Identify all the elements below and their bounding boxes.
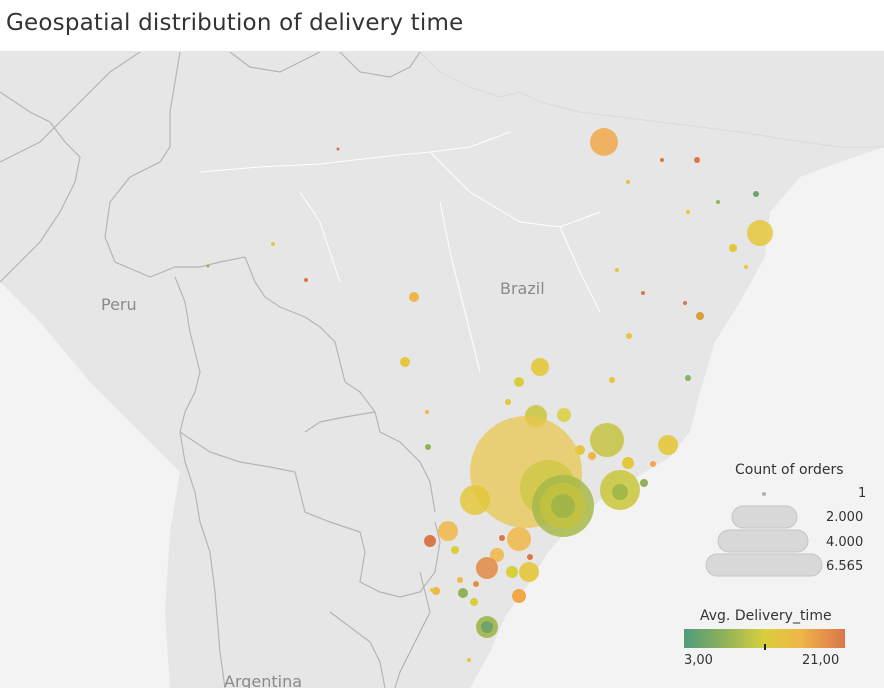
bubble[interactable] bbox=[590, 128, 618, 156]
bubble[interactable] bbox=[430, 588, 434, 592]
bubble[interactable] bbox=[716, 200, 720, 204]
bubble[interactable] bbox=[432, 587, 440, 595]
bubble[interactable] bbox=[685, 375, 691, 381]
bubble[interactable] bbox=[658, 435, 678, 455]
bubble[interactable] bbox=[615, 268, 619, 272]
color-legend-max: 21,00 bbox=[802, 653, 840, 668]
bubble[interactable] bbox=[514, 377, 524, 387]
bubble[interactable] bbox=[650, 461, 656, 467]
bubble[interactable] bbox=[622, 457, 634, 469]
bubble[interactable] bbox=[641, 291, 645, 295]
bubble[interactable] bbox=[476, 557, 498, 579]
bubble[interactable] bbox=[683, 301, 687, 305]
bubble[interactable] bbox=[747, 220, 773, 246]
bubble[interactable] bbox=[557, 408, 571, 422]
bubble[interactable] bbox=[506, 566, 518, 578]
size-legend-value: 6.565 bbox=[826, 559, 864, 574]
country-label-argentina: Argentina bbox=[224, 672, 303, 688]
bubble[interactable] bbox=[626, 180, 630, 184]
bubble[interactable] bbox=[753, 191, 759, 197]
bubble[interactable] bbox=[686, 210, 690, 214]
color-gradient-bar bbox=[684, 629, 845, 648]
bubble[interactable] bbox=[744, 265, 748, 269]
bubble[interactable] bbox=[467, 658, 471, 662]
bubble[interactable] bbox=[473, 581, 479, 587]
bubble[interactable] bbox=[590, 423, 624, 457]
bubble[interactable] bbox=[505, 399, 511, 405]
size-legend-value: 2.000 bbox=[826, 510, 864, 525]
bubble[interactable] bbox=[451, 546, 459, 554]
bubble[interactable] bbox=[519, 562, 539, 582]
bubble[interactable] bbox=[460, 485, 490, 515]
color-legend: Avg. Delivery_time 3,00 21,00 bbox=[684, 608, 854, 678]
bubble[interactable] bbox=[490, 548, 504, 562]
bubble[interactable] bbox=[609, 377, 615, 383]
size-legend: Count of orders 1 2.000 4.000 6.565 bbox=[700, 462, 884, 582]
bubble[interactable] bbox=[457, 577, 463, 583]
bubble[interactable] bbox=[612, 484, 628, 500]
bubble[interactable] bbox=[531, 358, 549, 376]
country-label-peru: Peru bbox=[101, 295, 137, 314]
size-legend-marker-2000 bbox=[731, 505, 798, 529]
size-legend-value: 4.000 bbox=[826, 535, 864, 550]
bubble[interactable] bbox=[336, 147, 340, 151]
map-canvas bbox=[0, 52, 884, 688]
order-bubbles[interactable] bbox=[206, 128, 774, 662]
color-gradient-tick bbox=[764, 644, 766, 650]
size-legend-marker-4000 bbox=[717, 529, 809, 553]
size-legend-value: 1 bbox=[858, 486, 867, 501]
bubble[interactable] bbox=[481, 621, 493, 633]
bubble[interactable] bbox=[626, 333, 632, 339]
bubble[interactable] bbox=[551, 494, 575, 518]
bubble[interactable] bbox=[696, 312, 704, 320]
size-legend-title: Count of orders bbox=[735, 462, 844, 478]
country-label-brazil: Brazil bbox=[500, 279, 545, 298]
rivers bbox=[199, 131, 601, 373]
size-legend-marker-6565 bbox=[705, 553, 823, 577]
bubble[interactable] bbox=[640, 479, 648, 487]
bubble[interactable] bbox=[271, 242, 275, 246]
color-legend-min: 3,00 bbox=[684, 653, 713, 668]
bubble[interactable] bbox=[304, 278, 308, 282]
bubble[interactable] bbox=[527, 554, 533, 560]
bubble[interactable] bbox=[425, 444, 431, 450]
bubble[interactable] bbox=[512, 589, 526, 603]
bubble[interactable] bbox=[588, 452, 596, 460]
bubble[interactable] bbox=[660, 158, 664, 162]
bubble[interactable] bbox=[424, 535, 436, 547]
bubble[interactable] bbox=[499, 535, 505, 541]
bubble[interactable] bbox=[694, 157, 700, 163]
bubble[interactable] bbox=[438, 521, 458, 541]
bubble[interactable] bbox=[425, 410, 429, 414]
country-borders bbox=[0, 52, 441, 688]
size-legend-shapes bbox=[705, 492, 823, 577]
title-divider bbox=[0, 51, 884, 52]
bubble[interactable] bbox=[470, 598, 478, 606]
south-america-landmass bbox=[0, 52, 884, 688]
bubble[interactable] bbox=[400, 357, 410, 367]
bubble[interactable] bbox=[575, 445, 585, 455]
page-title: Geospatial distribution of delivery time bbox=[6, 10, 464, 36]
bubble[interactable] bbox=[507, 527, 531, 551]
color-legend-title: Avg. Delivery_time bbox=[700, 608, 832, 624]
bubble[interactable] bbox=[409, 292, 419, 302]
size-legend-marker-1 bbox=[762, 492, 766, 496]
bubble[interactable] bbox=[206, 264, 210, 268]
bubble[interactable] bbox=[729, 244, 737, 252]
bubble[interactable] bbox=[458, 588, 468, 598]
map-area[interactable]: Peru Brazil Argentina bbox=[0, 52, 884, 688]
north-coast bbox=[419, 52, 884, 148]
